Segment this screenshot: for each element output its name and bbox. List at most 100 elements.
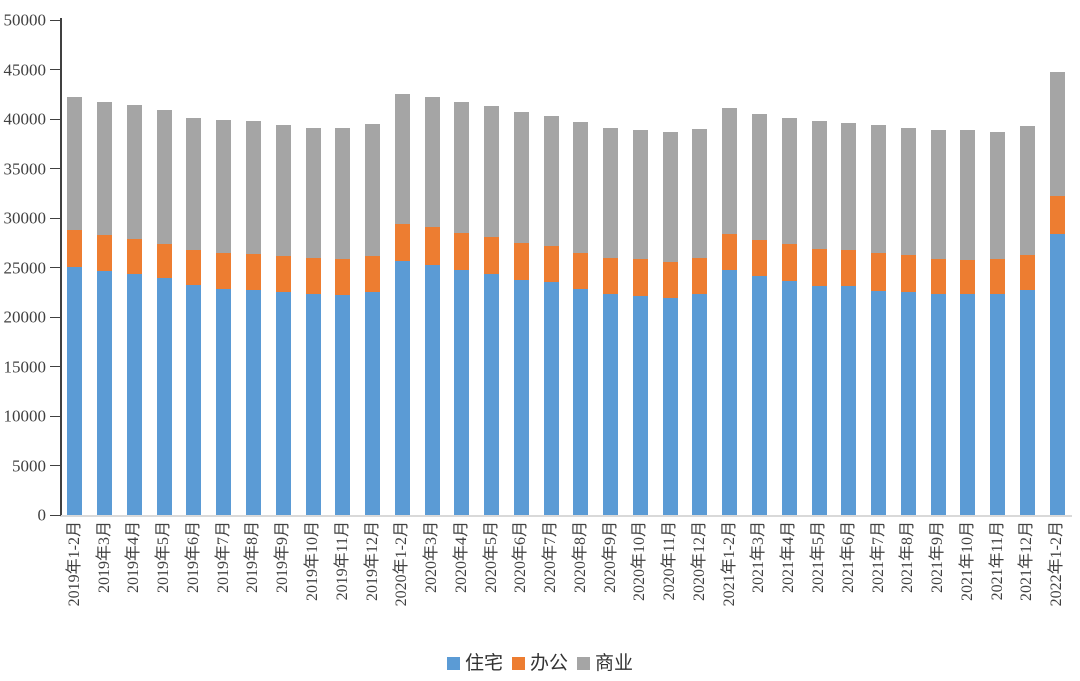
bar-segment-办公	[781, 243, 797, 282]
x-axis-tick-label: 2019年12月	[363, 521, 381, 602]
bar-segment-办公	[394, 223, 410, 261]
x-axis-tick-label: 2021年5月	[810, 521, 827, 594]
bar-segment-办公	[275, 255, 291, 293]
x-axis-tick-label: 2020年12月	[690, 521, 708, 602]
y-axis-tick-label: 50000	[3, 10, 47, 30]
x-axis-tick-label: 2021年9月	[929, 521, 947, 594]
bar-segment-商业	[97, 102, 113, 235]
bar-segment-住宅	[751, 276, 767, 515]
bar-segment-办公	[156, 243, 172, 279]
x-axis-tick-label: 2021年3月	[750, 521, 768, 594]
y-axis-tick-label: 35000	[3, 159, 47, 178]
x-axis-tick-label: 2021年12月	[1018, 521, 1036, 602]
x-axis-tick-label: 2021年8月	[899, 521, 917, 594]
bar-segment-商业	[990, 131, 1006, 259]
bar-segment-住宅	[513, 280, 529, 515]
commercial-swatch-icon	[577, 657, 590, 670]
y-axis-tick	[50, 69, 61, 70]
bar-segment-商业	[960, 129, 976, 260]
legend-item-office: 办公	[511, 653, 568, 674]
bar-segment-住宅	[692, 294, 708, 515]
x-axis-tick-label: 2019年3月	[95, 521, 113, 594]
bar-segment-办公	[126, 238, 142, 275]
x-axis-tick-label: 2021年7月	[869, 521, 887, 594]
residential-swatch-icon	[446, 657, 460, 670]
bar-segment-住宅	[305, 294, 321, 515]
x-axis-tick-label: 2020年3月	[423, 521, 441, 594]
bar-segment-住宅	[603, 294, 619, 515]
x-axis-tick-label: 2020年5月	[482, 521, 500, 594]
y-axis-tick-label: 30000	[3, 208, 47, 228]
bar-segment-商业	[603, 127, 619, 258]
bar-segment-办公	[960, 259, 976, 295]
y-axis-tick-label: 5000	[12, 456, 46, 475]
legend-label: 办公	[529, 653, 568, 674]
x-axis-tick-label: 2019年8月	[244, 521, 262, 594]
y-axis-tick	[50, 366, 61, 367]
bar-segment-商业	[543, 116, 559, 246]
bar-segment-办公	[662, 261, 678, 299]
x-axis-tick-label: 2019年1-2月	[65, 521, 83, 607]
bar-segment-商业	[692, 128, 708, 258]
bar-segment-住宅	[156, 278, 172, 515]
y-axis-tick	[50, 19, 61, 21]
x-axis-tick-label: 2020年11月	[661, 521, 679, 601]
bar-segment-住宅	[960, 294, 976, 515]
bar-segment-办公	[692, 257, 708, 295]
bar-segment-住宅	[245, 290, 261, 515]
bar-segment-住宅	[573, 289, 589, 515]
x-axis-tick-label: 2021年4月	[780, 521, 798, 594]
bar-segment-商业	[930, 129, 946, 259]
bar-segment-商业	[424, 97, 440, 227]
bar-segment-住宅	[722, 270, 738, 515]
bar-segment-办公	[186, 249, 202, 286]
bar-segment-办公	[424, 226, 440, 265]
bar-segment-办公	[632, 258, 648, 297]
bar-segment-商业	[454, 102, 470, 233]
bar-segment-办公	[603, 257, 619, 295]
bar-segment-商业	[871, 124, 887, 253]
bar-segment-商业	[67, 97, 83, 230]
office-swatch-icon	[511, 657, 525, 670]
bar-segment-办公	[811, 248, 827, 287]
bar-segment-办公	[573, 252, 589, 290]
legend-item-residential: 住宅	[446, 654, 503, 673]
bar-segment-办公	[751, 239, 767, 277]
bar-segment-住宅	[1019, 290, 1035, 515]
bar-segment-办公	[543, 245, 559, 283]
bar-segment-商业	[751, 114, 767, 240]
bar-segment-办公	[841, 249, 857, 287]
bar-segment-办公	[484, 236, 500, 275]
bar-segment-商业	[811, 120, 827, 249]
bar-segment-办公	[513, 242, 529, 281]
bar-segment-商业	[216, 119, 232, 253]
x-axis-tick-label: 2022年1-2月	[1048, 521, 1066, 607]
bar-segment-住宅	[781, 281, 797, 515]
y-axis-tick	[50, 217, 61, 219]
bar-segment-商业	[841, 122, 857, 250]
bar-segment-住宅	[662, 298, 678, 515]
y-axis-tick-label: 15000	[3, 357, 47, 376]
x-axis-tick-label: 2019年11月	[333, 521, 351, 601]
bar-segment-办公	[900, 254, 916, 293]
x-axis-tick-label: 2021年6月	[839, 521, 857, 594]
x-axis-tick-label: 2020年10月	[631, 521, 649, 602]
y-axis-tick-label: 10000	[3, 406, 47, 426]
bar-segment-商业	[662, 131, 678, 262]
y-axis-tick	[50, 415, 61, 417]
bar-segment-商业	[305, 127, 321, 258]
bar-segment-办公	[871, 252, 887, 292]
bar-segment-办公	[1019, 254, 1035, 291]
bar-segment-商业	[513, 112, 529, 243]
bar-segment-住宅	[930, 294, 946, 515]
bar-segment-商业	[484, 106, 500, 237]
bar-segment-商业	[632, 129, 648, 259]
bar-segment-住宅	[632, 296, 648, 515]
bar-segment-商业	[335, 127, 351, 259]
bar-segment-住宅	[543, 282, 559, 515]
bar-segment-住宅	[216, 289, 232, 515]
bar-segment-办公	[930, 258, 946, 295]
bar-segment-办公	[1049, 196, 1065, 234]
bar-segment-住宅	[811, 286, 827, 515]
bar-segment-商业	[781, 118, 797, 244]
